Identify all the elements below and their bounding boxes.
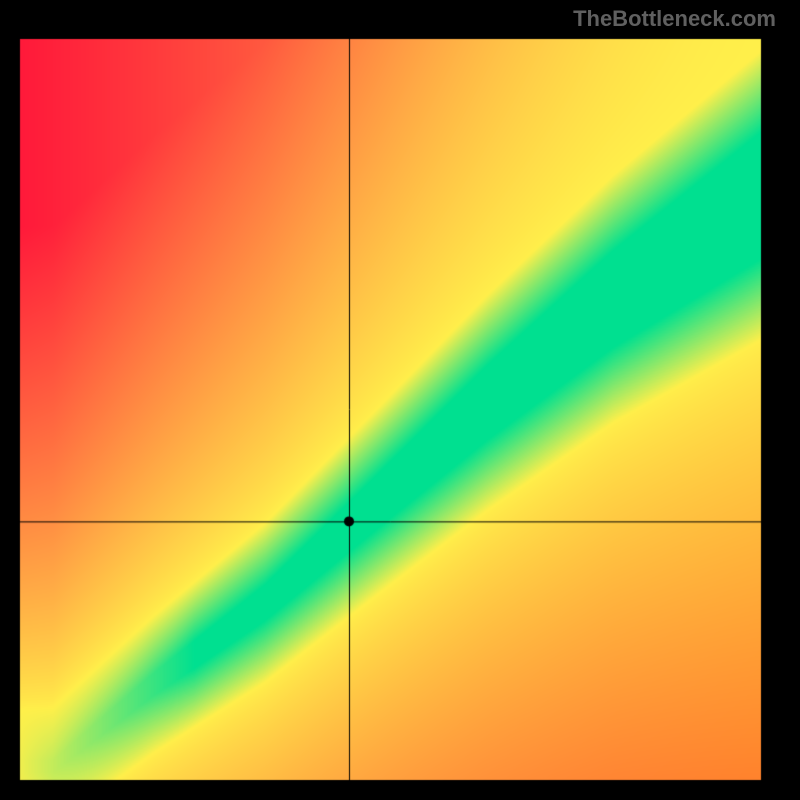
watermark-text: TheBottleneck.com: [573, 6, 776, 32]
chart-container: TheBottleneck.com: [0, 0, 800, 800]
heatmap-canvas: [0, 0, 800, 800]
